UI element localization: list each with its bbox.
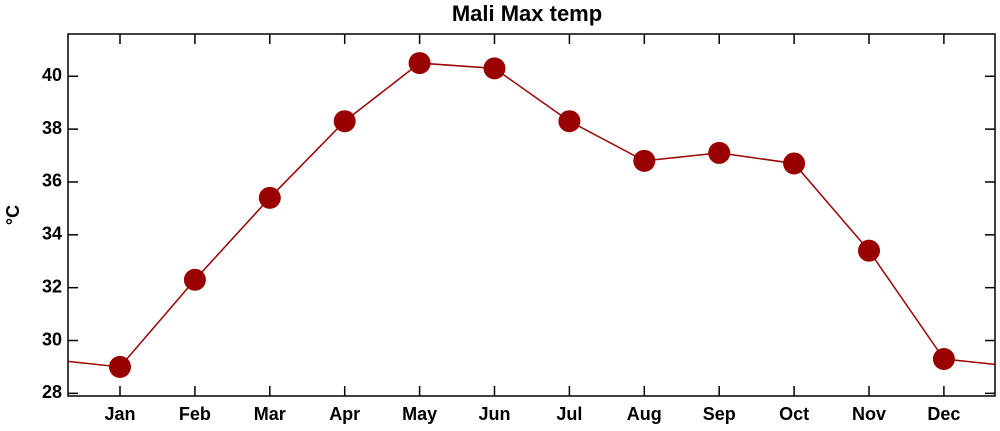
y-tick-label: 28 xyxy=(42,382,62,402)
x-tick-label: Jul xyxy=(556,404,582,424)
data-point xyxy=(408,52,431,75)
x-tick-label: Oct xyxy=(779,404,809,424)
data-point xyxy=(483,57,506,80)
data-point xyxy=(858,239,880,262)
x-tick-label: Dec xyxy=(927,404,960,424)
data-point xyxy=(633,149,656,172)
x-tick-label: Jan xyxy=(104,404,135,424)
x-tick-label: Sep xyxy=(703,404,736,424)
plot-area xyxy=(68,52,995,378)
data-point xyxy=(183,268,206,291)
wrap-line xyxy=(943,358,995,366)
chart-title: Mali Max temp xyxy=(452,1,602,26)
x-tick-label: Jun xyxy=(478,404,510,424)
data-point xyxy=(932,348,955,371)
x-tick-label: Feb xyxy=(179,404,211,424)
x-tick-label: Nov xyxy=(852,404,886,424)
plot-frame xyxy=(67,33,996,397)
data-point xyxy=(783,152,806,175)
x-tick-label: Aug xyxy=(627,404,662,424)
x-tick-label: Mar xyxy=(254,404,286,424)
y-tick-label: 38 xyxy=(42,118,62,138)
data-point xyxy=(109,355,131,378)
data-point xyxy=(258,186,281,209)
data-point xyxy=(333,110,356,133)
x-tick-label: Apr xyxy=(329,404,360,424)
data-point xyxy=(708,141,731,164)
data-line xyxy=(119,62,945,368)
y-tick-label: 30 xyxy=(42,329,62,349)
y-tick-label: 34 xyxy=(42,224,62,244)
y-axis-label: °C xyxy=(3,205,23,225)
data-point xyxy=(558,110,581,133)
y-tick-label: 32 xyxy=(42,276,62,296)
y-tick-label: 40 xyxy=(42,65,62,85)
wrap-line xyxy=(68,360,121,368)
y-tick-label: 36 xyxy=(42,171,62,191)
x-tick-label: May xyxy=(402,404,437,424)
